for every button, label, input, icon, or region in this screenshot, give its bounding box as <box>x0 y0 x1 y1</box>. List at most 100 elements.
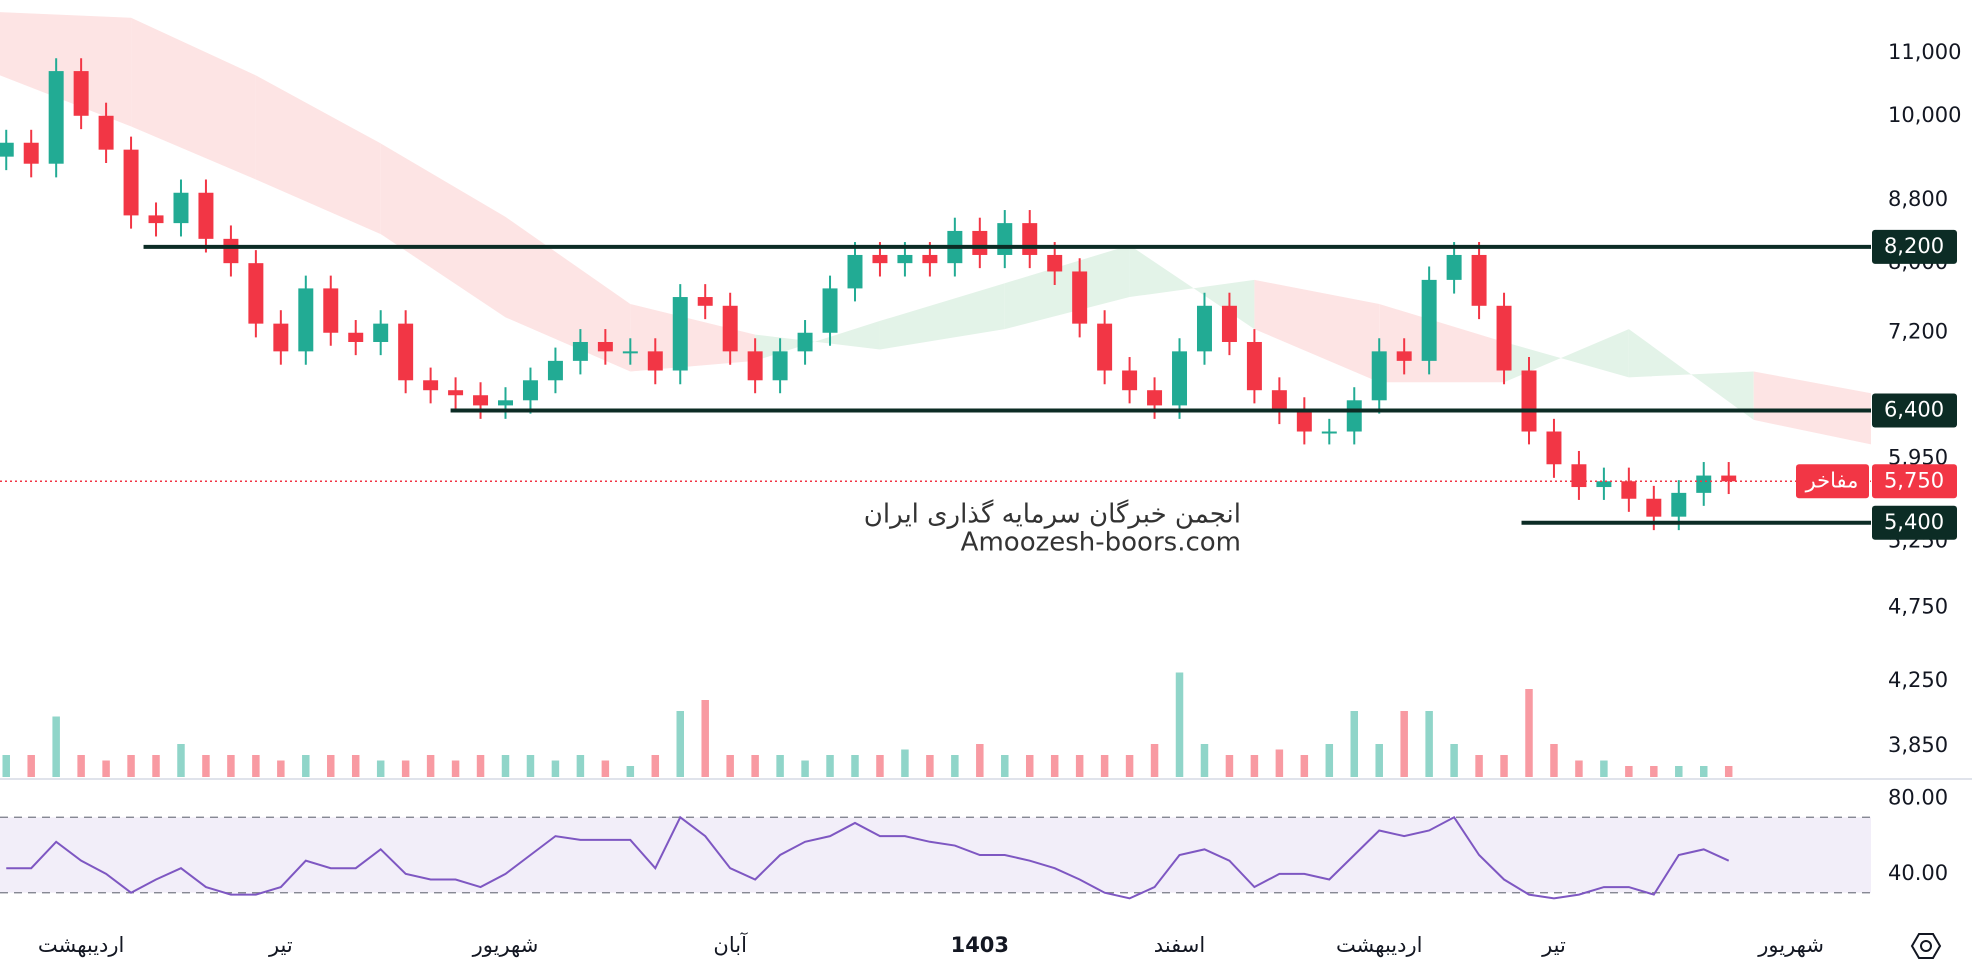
rsi-tick-label: 80.00 <box>1888 785 1948 809</box>
volume-bar <box>601 760 610 777</box>
volume-bar <box>476 755 485 777</box>
y-tick-label: 11,000 <box>1888 40 1961 64</box>
x-tick-label: تیر <box>1541 933 1566 957</box>
candle-body <box>1047 254 1063 272</box>
symbol-label: مفاخر <box>1805 468 1859 492</box>
candle-body <box>1147 390 1163 406</box>
y-tick-label: 4,750 <box>1888 594 1948 618</box>
volume-bar <box>1225 755 1234 777</box>
candle-body <box>48 71 64 164</box>
settings-icon[interactable] <box>1910 933 1942 959</box>
volume-bar <box>376 760 385 777</box>
y-tick-label: 3,850 <box>1888 733 1948 757</box>
candle-body <box>572 341 588 361</box>
watermark: انجمن خبرگان سرمایه گذاری ایران <box>864 499 1241 530</box>
volume-bar <box>1400 711 1408 777</box>
level-label-box <box>1872 229 1957 264</box>
level-label-box <box>1872 393 1957 428</box>
candle-body <box>1022 223 1038 255</box>
candle-body <box>1072 271 1088 324</box>
volume-bar <box>776 755 784 777</box>
candle-body <box>448 390 464 396</box>
candle-body <box>1321 431 1337 434</box>
candle-body <box>1621 481 1637 499</box>
candle-body <box>922 254 938 264</box>
volume-bar <box>302 755 310 777</box>
cloud-segment <box>380 143 506 318</box>
cloud-segment <box>0 12 132 127</box>
volume-bar <box>451 760 460 777</box>
x-tick-label: اسفند <box>1154 933 1205 957</box>
candle-body <box>797 332 813 352</box>
y-tick-label: 4,250 <box>1888 668 1948 692</box>
volume-bar <box>1375 744 1383 777</box>
settings-dot <box>1920 940 1932 952</box>
rsi-layer <box>0 815 1871 900</box>
volume-bar <box>1450 744 1458 777</box>
candle-body <box>0 142 14 157</box>
volume-bar <box>951 755 959 777</box>
candle-body <box>1571 464 1587 488</box>
cloud-segment <box>1628 329 1754 420</box>
volume-bar <box>1600 760 1608 777</box>
candle-body <box>1346 400 1362 432</box>
y-tick-label: 10,000 <box>1888 103 1961 127</box>
volume-bar <box>202 755 210 777</box>
candle-body <box>373 323 389 342</box>
candle-body <box>123 149 139 216</box>
volume-bar <box>1175 672 1184 777</box>
volume-bar <box>127 755 135 777</box>
candle-body <box>198 192 214 239</box>
volume-bar <box>1575 760 1583 777</box>
candle-body <box>1471 254 1487 306</box>
level-label: 5,400 <box>1884 510 1944 534</box>
candle-body <box>1271 390 1287 411</box>
cloud-segment <box>505 216 631 372</box>
volume-bar <box>2 755 10 777</box>
rsi-line <box>6 815 1730 900</box>
volume-bar <box>327 755 335 777</box>
candle-body <box>1696 475 1712 493</box>
y-tick-label: 8,800 <box>1888 187 1948 211</box>
candle-body <box>223 238 239 264</box>
candle-body <box>1446 254 1462 280</box>
last-price-label: 5,750 <box>1884 468 1944 492</box>
volume-bar <box>626 766 635 777</box>
candle-body <box>1296 410 1312 432</box>
candle-body <box>972 230 988 255</box>
volume-bar <box>1625 766 1633 777</box>
volume-bar <box>726 755 734 777</box>
levels-layer <box>0 244 1871 525</box>
volume-bar <box>901 749 909 777</box>
volume-bar <box>576 755 585 777</box>
candle-body <box>73 71 89 116</box>
candle-body <box>822 288 838 333</box>
cloud-segment <box>1254 279 1380 383</box>
candle-body <box>547 360 563 381</box>
volume-bar <box>1700 766 1708 777</box>
symbol-label-box <box>1796 464 1869 499</box>
volume-bar <box>1300 755 1309 777</box>
candle-body <box>1521 370 1537 432</box>
candle-body <box>173 192 189 224</box>
candle-body <box>1396 351 1412 361</box>
volume-bar <box>1675 766 1683 777</box>
volume-bar <box>1350 711 1359 777</box>
volume-bar <box>27 755 35 777</box>
x-tick-label: تیر <box>268 933 293 957</box>
candle-body <box>1172 351 1188 406</box>
volume-bar <box>701 700 709 777</box>
volume-bar <box>252 755 260 777</box>
candle-body <box>1097 323 1113 371</box>
volume-bar <box>1100 755 1109 777</box>
candle-body <box>473 395 489 406</box>
volume-bar <box>801 760 809 777</box>
candle-body <box>148 215 164 224</box>
candle-body <box>697 297 713 306</box>
volume-bar <box>77 755 85 777</box>
volume-bar <box>1275 749 1284 777</box>
candle-body <box>348 332 364 342</box>
volume-bar <box>1475 755 1483 777</box>
rsi-tick-label: 40.00 <box>1888 861 1948 885</box>
volume-bar <box>351 755 360 777</box>
